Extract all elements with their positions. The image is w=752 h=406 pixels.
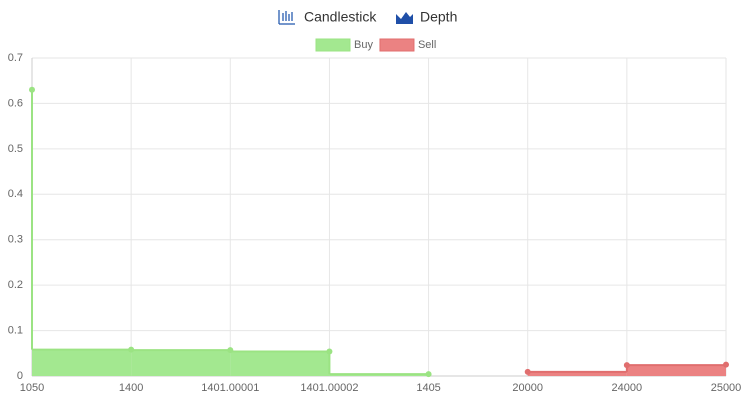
point — [29, 86, 35, 93]
x-tick-label: 1401.00002 — [300, 382, 358, 394]
step-area — [131, 350, 231, 376]
tab-candlestick[interactable]: Candlestick — [278, 9, 377, 25]
x-tick-label: 1405 — [416, 382, 440, 394]
y-tick-label: 0.5 — [8, 143, 23, 155]
y-tick-label: 0.1 — [8, 324, 23, 336]
step-area — [32, 349, 132, 376]
point — [425, 371, 432, 378]
depth-icon — [396, 12, 413, 24]
point — [623, 362, 630, 369]
point — [326, 348, 333, 355]
candlestick-icon — [278, 10, 295, 25]
y-tick-label: 0.6 — [8, 97, 23, 109]
legend-swatch — [315, 38, 351, 52]
point — [128, 346, 135, 353]
tab-label: Candlestick — [304, 9, 377, 25]
y-tick-label: 0.3 — [8, 234, 23, 246]
legend-label: Buy — [354, 39, 373, 51]
legend-swatch — [379, 38, 415, 52]
point — [524, 368, 531, 375]
series-0 — [29, 86, 432, 378]
x-tick-label: 1400 — [119, 382, 143, 394]
point — [723, 361, 729, 368]
x-tick-label: 25000 — [711, 382, 742, 394]
x-tick-label: 20000 — [512, 382, 543, 394]
y-tick-label: 0.4 — [8, 188, 23, 200]
y-tick-label: 0.7 — [8, 52, 23, 64]
y-tick-label: 0 — [17, 370, 23, 382]
step-area — [527, 371, 627, 376]
point — [227, 347, 234, 354]
tab-depth[interactable]: Depth — [396, 9, 457, 25]
step-area — [230, 351, 330, 376]
x-tick-label: 1050 — [20, 382, 44, 394]
x-tick-label: 1401.00001 — [201, 382, 259, 394]
x-tick-label: 24000 — [612, 382, 643, 394]
y-tick-label: 0.2 — [8, 279, 23, 291]
step-area — [626, 365, 726, 376]
legend-label: Sell — [418, 39, 436, 51]
series-1 — [524, 361, 729, 376]
tab-label: Depth — [420, 9, 457, 25]
